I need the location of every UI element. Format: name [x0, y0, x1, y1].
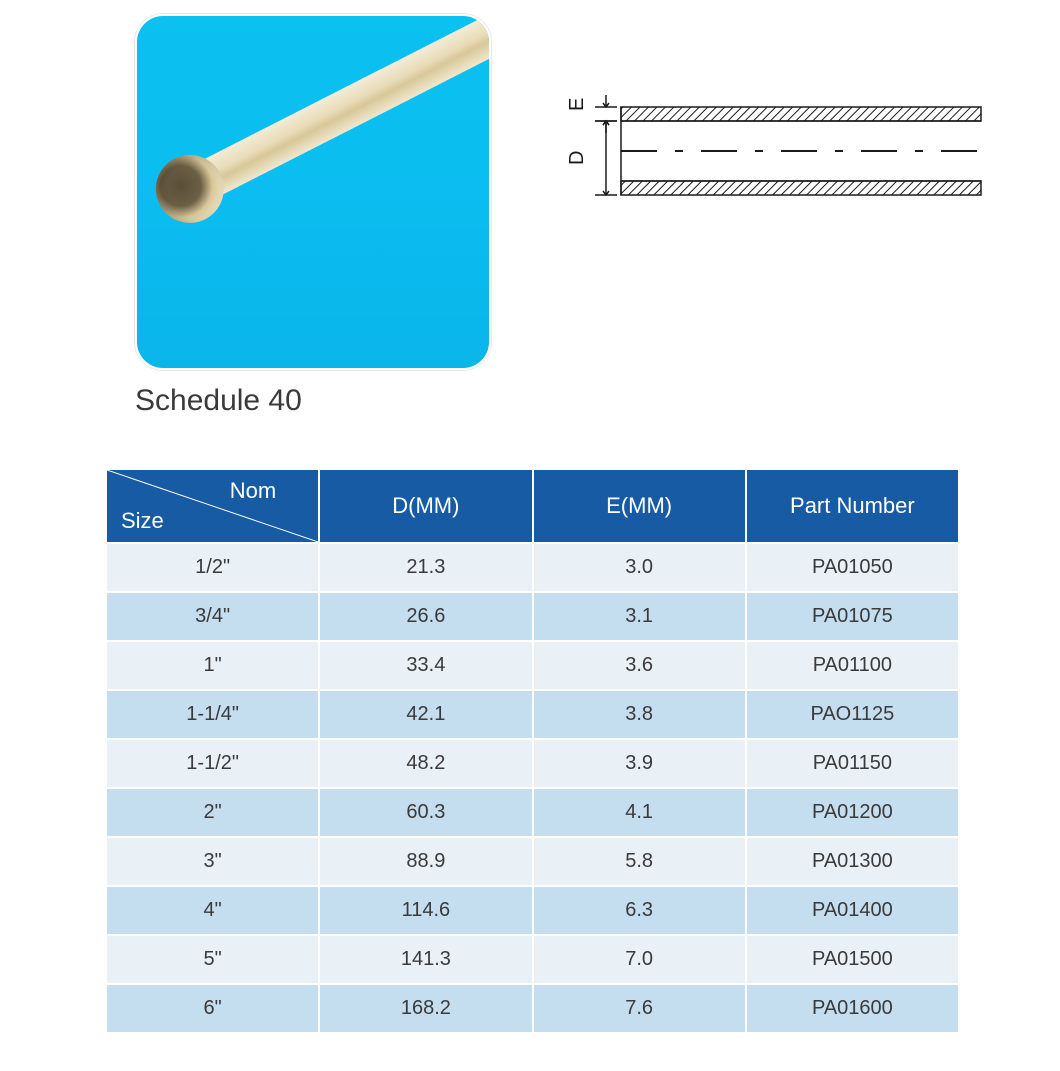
cell-part: PAO1125 — [747, 691, 958, 738]
cell-part: PA01100 — [747, 642, 958, 689]
cell-d: 88.9 — [320, 838, 531, 885]
cell-part: PA01050 — [747, 544, 958, 591]
cell-d: 168.2 — [320, 985, 531, 1032]
table-row: 2"60.34.1PA01200 — [107, 789, 958, 836]
table-row: 1-1/2"48.23.9PA01150 — [107, 740, 958, 787]
cell-part: PA01500 — [747, 936, 958, 983]
cell-size: 6" — [107, 985, 318, 1032]
diagram-label-d: D — [566, 150, 588, 164]
cell-part: PA01150 — [747, 740, 958, 787]
cell-e: 3.1 — [534, 593, 745, 640]
cell-d: 60.3 — [320, 789, 531, 836]
table-body: 1/2"21.33.0PA010503/4"26.63.1PA010751"33… — [107, 544, 958, 1032]
table-row: 3/4"26.63.1PA01075 — [107, 593, 958, 640]
spec-table: Nom Size D(MM) E(MM) Part Number 1/2"21.… — [105, 468, 960, 1034]
cell-part: PA01075 — [747, 593, 958, 640]
cell-size: 1/2" — [107, 544, 318, 591]
col-header-nom-size: Nom Size — [107, 470, 318, 542]
cell-e: 3.9 — [534, 740, 745, 787]
cell-d: 48.2 — [320, 740, 531, 787]
cell-part: PA01600 — [747, 985, 958, 1032]
table-row: 4"114.66.3PA01400 — [107, 887, 958, 934]
product-caption: Schedule 40 — [0, 370, 1060, 418]
cell-e: 7.6 — [534, 985, 745, 1032]
cell-e: 7.0 — [534, 936, 745, 983]
cell-e: 3.8 — [534, 691, 745, 738]
cell-part: PA01300 — [747, 838, 958, 885]
top-row: E D — [0, 0, 1060, 370]
cell-size: 3" — [107, 838, 318, 885]
col-header-d: D(MM) — [320, 470, 531, 542]
cell-part: PA01200 — [747, 789, 958, 836]
cell-size: 1-1/2" — [107, 740, 318, 787]
col-header-part: Part Number — [747, 470, 958, 542]
product-photo — [135, 14, 491, 370]
cell-e: 4.1 — [534, 789, 745, 836]
cell-e: 6.3 — [534, 887, 745, 934]
cell-d: 114.6 — [320, 887, 531, 934]
diagram-label-e: E — [566, 97, 588, 110]
table-row: 6"168.27.6PA01600 — [107, 985, 958, 1032]
table-row: 1/2"21.33.0PA01050 — [107, 544, 958, 591]
cell-d: 141.3 — [320, 936, 531, 983]
header-nom-label: Nom — [230, 478, 276, 504]
spec-table-container: Nom Size D(MM) E(MM) Part Number 1/2"21.… — [0, 418, 1060, 1034]
cell-size: 5" — [107, 936, 318, 983]
table-header-row: Nom Size D(MM) E(MM) Part Number — [107, 470, 958, 542]
table-row: 1-1/4"42.13.8PAO1125 — [107, 691, 958, 738]
cell-size: 1-1/4" — [107, 691, 318, 738]
cell-part: PA01400 — [747, 887, 958, 934]
cell-d: 21.3 — [320, 544, 531, 591]
cell-size: 4" — [107, 887, 318, 934]
cell-d: 42.1 — [320, 691, 531, 738]
header-size-label: Size — [121, 508, 164, 534]
cell-e: 3.6 — [534, 642, 745, 689]
table-row: 1"33.43.6PA01100 — [107, 642, 958, 689]
cell-size: 3/4" — [107, 593, 318, 640]
cross-section-diagram: E D — [551, 85, 991, 220]
cell-d: 33.4 — [320, 642, 531, 689]
cell-size: 1" — [107, 642, 318, 689]
table-row: 5"141.37.0PA01500 — [107, 936, 958, 983]
cell-size: 2" — [107, 789, 318, 836]
col-header-e: E(MM) — [534, 470, 745, 542]
cell-e: 5.8 — [534, 838, 745, 885]
table-row: 3"88.95.8PA01300 — [107, 838, 958, 885]
cell-e: 3.0 — [534, 544, 745, 591]
cell-d: 26.6 — [320, 593, 531, 640]
